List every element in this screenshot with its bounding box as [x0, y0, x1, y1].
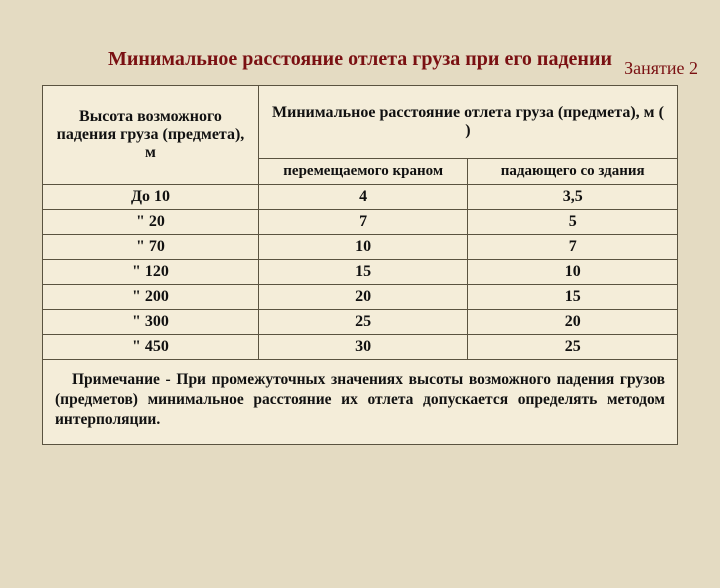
- cell-building: 15: [468, 285, 678, 310]
- cell-crane: 25: [258, 310, 468, 335]
- cell-building: 25: [468, 335, 678, 360]
- cell-building: 20: [468, 310, 678, 335]
- cell-building: 7: [468, 235, 678, 260]
- table-row: " 70 10 7: [43, 235, 678, 260]
- cell-building: 5: [468, 210, 678, 235]
- cell-crane: 15: [258, 260, 468, 285]
- table-row: " 450 30 25: [43, 335, 678, 360]
- table-container: Высота возможного падения груза (предмет…: [42, 85, 678, 445]
- cell-height: " 120: [43, 260, 259, 285]
- cell-height: До 10: [43, 185, 259, 210]
- table-row: " 200 20 15: [43, 285, 678, 310]
- cell-height: " 20: [43, 210, 259, 235]
- hdr-distance: Минимальное расстояние отлета груза (пре…: [258, 86, 677, 159]
- hdr-crane: перемещаемого краном: [258, 159, 468, 185]
- hdr-building: падающего со здания: [468, 159, 678, 185]
- note-text: Примечание - При промежуточных значениях…: [55, 371, 665, 428]
- note-row: Примечание - При промежуточных значениях…: [43, 360, 678, 445]
- hdr-height: Высота возможного падения груза (предмет…: [43, 86, 259, 185]
- cell-crane: 20: [258, 285, 468, 310]
- distance-table: Высота возможного падения груза (предмет…: [42, 85, 678, 445]
- cell-crane: 4: [258, 185, 468, 210]
- cell-building: 10: [468, 260, 678, 285]
- cell-height: " 200: [43, 285, 259, 310]
- cell-building: 3,5: [468, 185, 678, 210]
- cell-crane: 10: [258, 235, 468, 260]
- header-row-1: Высота возможного падения груза (предмет…: [43, 86, 678, 159]
- note-cell: Примечание - При промежуточных значениях…: [43, 360, 678, 445]
- cell-height: " 450: [43, 335, 259, 360]
- lesson-label: Занятие 2: [624, 58, 698, 79]
- table-row: " 300 25 20: [43, 310, 678, 335]
- cell-crane: 30: [258, 335, 468, 360]
- cell-height: " 70: [43, 235, 259, 260]
- table-row: " 20 7 5: [43, 210, 678, 235]
- table-row: До 10 4 3,5: [43, 185, 678, 210]
- cell-crane: 7: [258, 210, 468, 235]
- page-title: Минимальное расстояние отлета груза при …: [0, 48, 720, 71]
- cell-height: " 300: [43, 310, 259, 335]
- table-row: " 120 15 10: [43, 260, 678, 285]
